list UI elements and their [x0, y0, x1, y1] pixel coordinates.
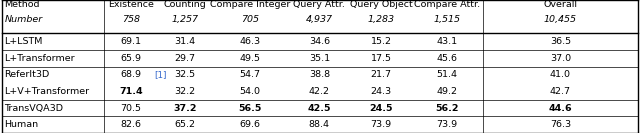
Text: Overall: Overall	[543, 0, 577, 9]
Text: 45.6: 45.6	[436, 54, 458, 63]
Text: 70.5: 70.5	[120, 104, 141, 113]
Text: 88.4: 88.4	[309, 120, 330, 129]
Text: 56.5: 56.5	[239, 104, 262, 113]
Text: 46.3: 46.3	[239, 37, 261, 46]
Text: 65.9: 65.9	[120, 54, 141, 63]
Text: 44.6: 44.6	[548, 104, 572, 113]
Text: 54.7: 54.7	[240, 70, 260, 79]
Text: 51.4: 51.4	[436, 70, 458, 79]
Text: Compare Integer: Compare Integer	[210, 0, 291, 9]
Text: Method: Method	[4, 0, 40, 9]
Text: 32.5: 32.5	[175, 70, 196, 79]
Text: 1,283: 1,283	[367, 15, 395, 24]
Text: 1,257: 1,257	[172, 15, 199, 24]
Text: 34.6: 34.6	[308, 37, 330, 46]
Text: [1]: [1]	[155, 70, 167, 79]
Text: 82.6: 82.6	[120, 120, 141, 129]
Text: 37.0: 37.0	[550, 54, 571, 63]
Text: 71.4: 71.4	[119, 87, 143, 96]
Text: 36.5: 36.5	[550, 37, 571, 46]
Text: 65.2: 65.2	[175, 120, 196, 129]
Text: 73.9: 73.9	[371, 120, 392, 129]
Text: 15.2: 15.2	[371, 37, 392, 46]
Text: 31.4: 31.4	[175, 37, 196, 46]
Text: 24.5: 24.5	[369, 104, 393, 113]
Text: 705: 705	[241, 15, 259, 24]
Text: 56.2: 56.2	[435, 104, 459, 113]
Text: 42.7: 42.7	[550, 87, 571, 96]
Text: 69.6: 69.6	[240, 120, 260, 129]
Text: 35.1: 35.1	[308, 54, 330, 63]
Text: TransVQA3D: TransVQA3D	[4, 104, 63, 113]
Text: 4,937: 4,937	[306, 15, 333, 24]
Text: 17.5: 17.5	[371, 54, 392, 63]
Text: 69.1: 69.1	[120, 37, 141, 46]
Text: 54.0: 54.0	[240, 87, 260, 96]
Text: 68.9: 68.9	[120, 70, 141, 79]
Text: Human: Human	[4, 120, 38, 129]
Text: 10,455: 10,455	[544, 15, 577, 24]
Text: 38.8: 38.8	[308, 70, 330, 79]
Text: 24.3: 24.3	[371, 87, 392, 96]
Text: Counting: Counting	[164, 0, 207, 9]
Text: L+Transformer: L+Transformer	[4, 54, 75, 63]
Text: Number: Number	[4, 15, 43, 24]
Text: ReferIt3D [1]: ReferIt3D [1]	[4, 70, 67, 79]
Text: 41.0: 41.0	[550, 70, 571, 79]
Text: 42.5: 42.5	[308, 104, 331, 113]
Text: 73.9: 73.9	[436, 120, 458, 129]
Text: 49.5: 49.5	[240, 54, 260, 63]
Text: 42.2: 42.2	[309, 87, 330, 96]
Text: ReferIt3D: ReferIt3D	[4, 70, 50, 79]
Text: 758: 758	[122, 15, 140, 24]
Text: 49.2: 49.2	[436, 87, 458, 96]
Text: 1,515: 1,515	[433, 15, 461, 24]
Text: Query Attr.: Query Attr.	[293, 0, 346, 9]
Text: Compare Attr.: Compare Attr.	[414, 0, 480, 9]
Text: 37.2: 37.2	[173, 104, 197, 113]
Text: 21.7: 21.7	[371, 70, 392, 79]
Text: 29.7: 29.7	[175, 54, 196, 63]
Text: Query Object: Query Object	[349, 0, 413, 9]
Text: 43.1: 43.1	[436, 37, 458, 46]
Text: L+V+Transformer: L+V+Transformer	[4, 87, 90, 96]
Text: Existence: Existence	[108, 0, 154, 9]
Text: 76.3: 76.3	[550, 120, 571, 129]
Text: L+LSTM: L+LSTM	[4, 37, 43, 46]
Text: 32.2: 32.2	[175, 87, 196, 96]
